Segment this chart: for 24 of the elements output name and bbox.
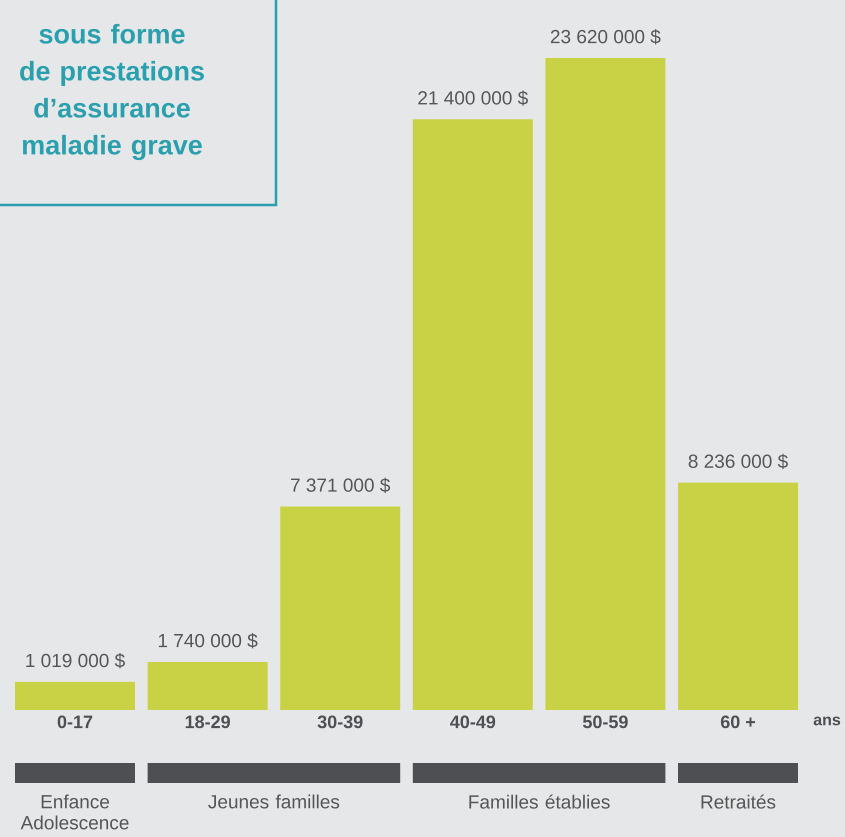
x-tick-label: 50-59 <box>582 716 628 728</box>
bar <box>678 482 798 710</box>
data-label: 7 371 000 $ <box>290 478 390 493</box>
bar <box>15 682 136 710</box>
x-tick-label: 30-39 <box>318 716 363 728</box>
x-axis-title: ans <box>814 716 840 726</box>
bar <box>545 58 666 710</box>
text: Enfance Adolescence <box>20 794 129 830</box>
data-label: 1 740 000 $ <box>158 633 258 648</box>
text: Familles établies <box>469 794 610 809</box>
text: sous forme de prestations d’assurance maladie grave <box>20 24 204 160</box>
data-label: 21 400 000 $ <box>418 90 528 106</box>
x-tick-label: 0-17 <box>58 716 92 728</box>
text: Jeunes familles <box>208 794 340 808</box>
x-tick-label: 60 + <box>720 716 756 728</box>
bar <box>280 506 400 710</box>
data-label: 1 019 000 $ <box>26 652 125 668</box>
x-tick-label: 18-29 <box>186 716 230 728</box>
bar <box>412 119 533 710</box>
text: Retraités <box>702 794 776 809</box>
data-label: 23 620 000 $ <box>550 29 661 44</box>
bar <box>148 662 268 710</box>
data-label: 8 236 000 $ <box>688 454 788 470</box>
x-tick-label: 40-49 <box>450 716 496 728</box>
